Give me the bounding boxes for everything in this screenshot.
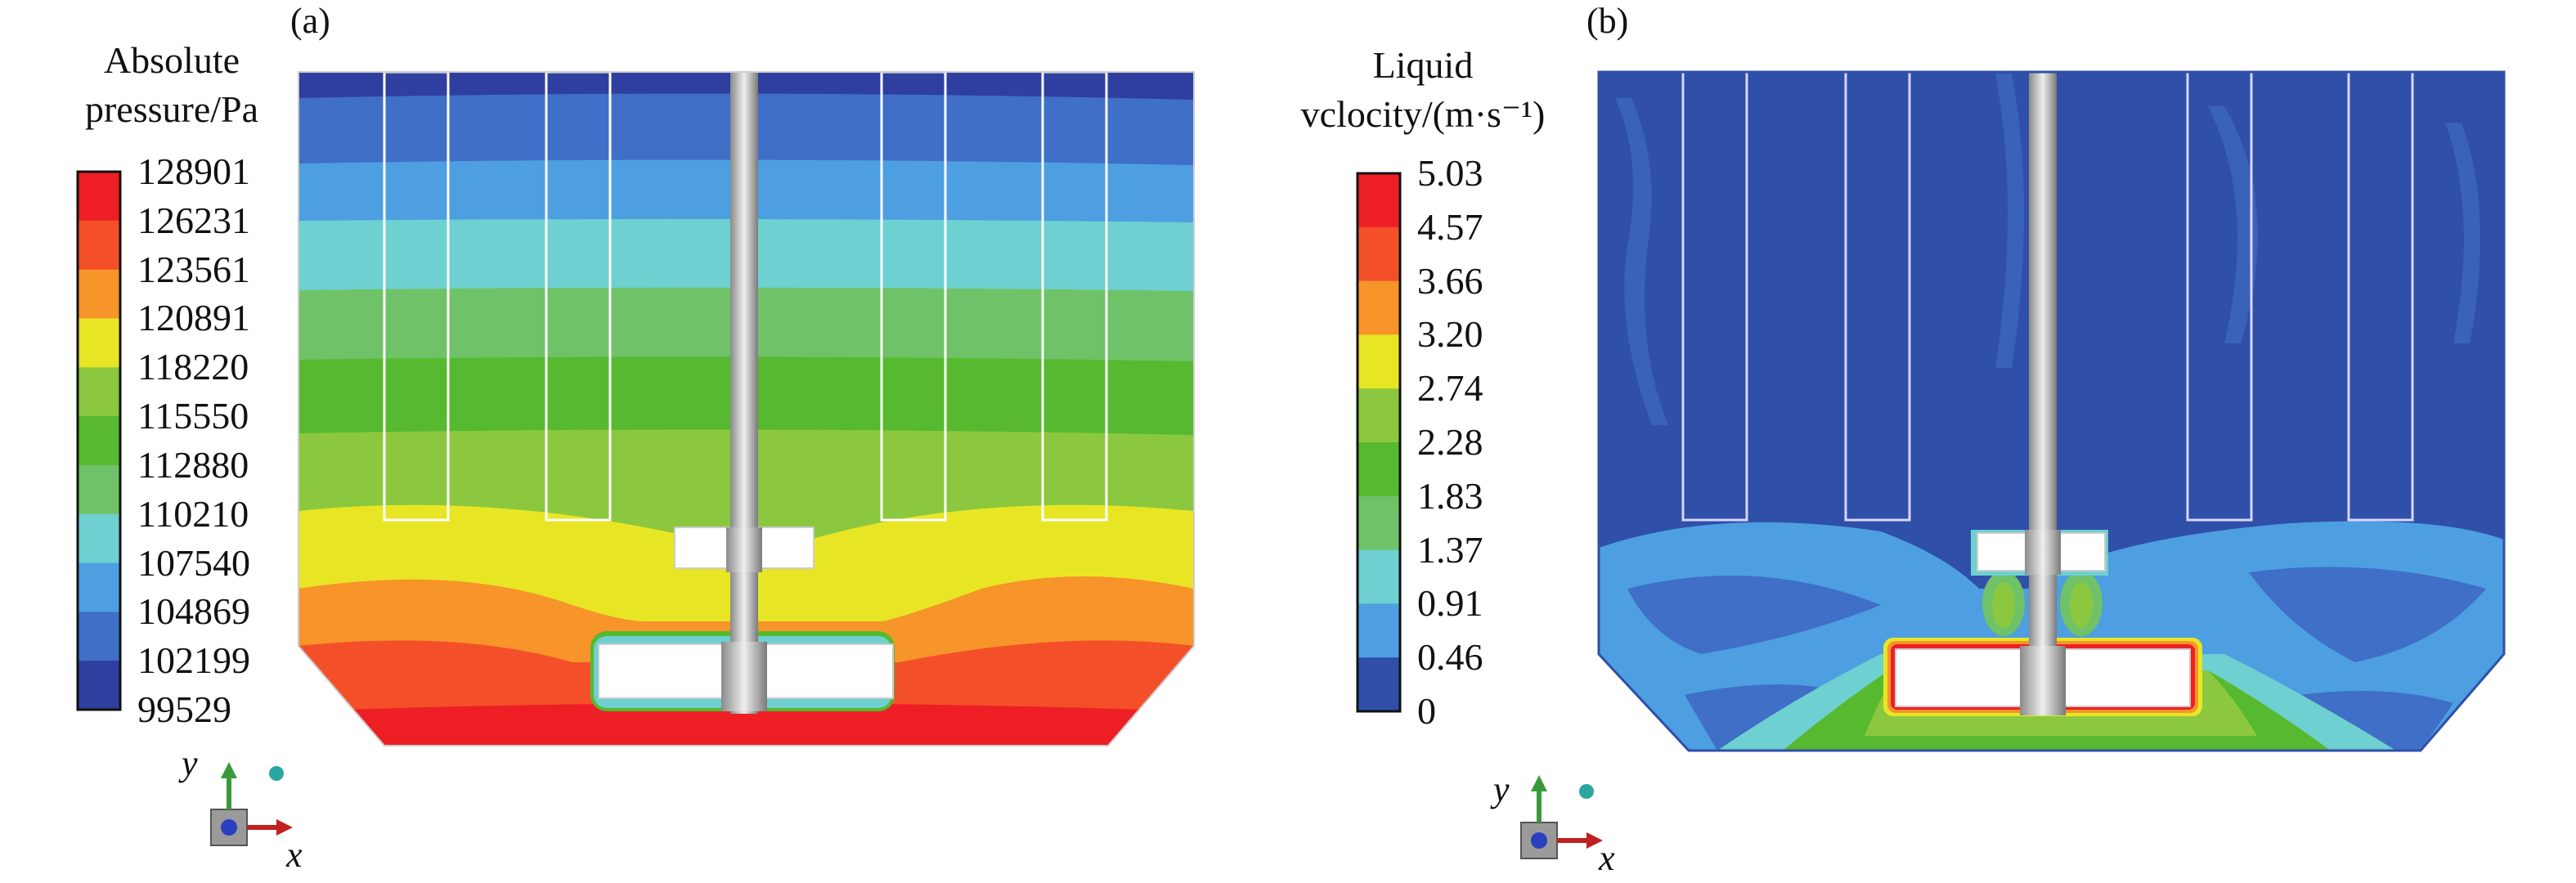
- legend-swatch: [78, 612, 120, 661]
- legend-tick-label: 3.66: [1417, 259, 1483, 302]
- legend-swatch: [1358, 226, 1400, 282]
- velocity-legend-title-line2: vclocity/(m·s⁻¹): [1300, 93, 1546, 135]
- legend-tick-label: 1.37: [1417, 528, 1483, 571]
- legend-swatch: [1358, 280, 1400, 335]
- axis-x-label-b: x: [1599, 838, 1615, 878]
- baffle-right-1: [880, 72, 947, 522]
- legend-tick-label: 102199: [137, 639, 250, 682]
- velocity-color-bar: [1356, 172, 1402, 713]
- legend-swatch: [78, 318, 120, 368]
- pressure-legend-title-line1: Absolute: [103, 39, 240, 81]
- legend-tick-label: 107540: [137, 541, 250, 584]
- legend-tick-label: 110210: [137, 492, 249, 535]
- panel-b-label: (b): [1586, 1, 1629, 41]
- legend-tick-label: 128901: [137, 150, 250, 192]
- legend-swatch: [78, 269, 120, 319]
- legend-tick-label: 99529: [137, 688, 231, 730]
- legend-tick-label: 0.46: [1417, 636, 1483, 679]
- legend-swatch: [78, 367, 120, 417]
- axis-y-label-a: y: [182, 743, 198, 783]
- velocity-legend-title-line1: Liquid: [1372, 44, 1474, 86]
- baffle-left-1: [383, 72, 450, 522]
- legend-swatch: [78, 464, 120, 515]
- legend-swatch: [1358, 657, 1400, 712]
- legend-swatch: [1358, 334, 1400, 389]
- shaft-a: [730, 72, 758, 714]
- pressure-legend-title-line2: pressure/Pa: [84, 88, 259, 130]
- legend-swatch: [1358, 388, 1400, 443]
- legend-tick-label: 2.28: [1417, 421, 1483, 463]
- velocity-legend-title: Liquid vclocity/(m·s⁻¹): [1259, 41, 1586, 139]
- panel-a-label: (a): [290, 1, 330, 41]
- pressure-color-bar: [76, 170, 122, 711]
- legend-tick-label: 1.83: [1417, 474, 1483, 517]
- legend-swatch: [78, 416, 120, 466]
- baffle-right-2: [1041, 72, 1108, 522]
- baffle-left-2: [545, 72, 612, 522]
- legend-tick-label: 115550: [137, 395, 249, 437]
- legend-swatch: [78, 172, 120, 222]
- legend-tick-label: 5.03: [1417, 152, 1483, 194]
- legend-swatch: [78, 513, 120, 564]
- legend-tick-label: 126231: [137, 199, 250, 241]
- legend-swatch: [78, 220, 120, 271]
- legend-tick-label: 118220: [137, 346, 249, 388]
- legend-swatch: [1358, 495, 1400, 551]
- legend-tick-label: 2.74: [1417, 367, 1483, 410]
- axis-x-label-a: x: [286, 835, 303, 875]
- legend-swatch: [1358, 442, 1400, 497]
- shaft-b: [2029, 72, 2057, 714]
- legend-swatch: [1358, 173, 1400, 228]
- pressure-band-128901: [298, 703, 1194, 746]
- baffle-b-right-2: [2347, 72, 2414, 522]
- legend-swatch: [1358, 549, 1400, 604]
- baffle-b-left-2: [1844, 72, 1911, 522]
- legend-swatch: [78, 661, 120, 710]
- legend-tick-label: 0: [1417, 690, 1436, 732]
- axis-triad-b: [1520, 775, 1603, 859]
- legend-tick-label: 120891: [137, 297, 250, 339]
- axis-triad-a: [210, 762, 293, 846]
- baffle-b-left-1: [1681, 72, 1748, 522]
- legend-tick-label: 3.20: [1417, 313, 1483, 356]
- pressure-legend-title: Absolute pressure/Pa: [49, 36, 294, 134]
- legend-tick-label: 0.91: [1417, 582, 1483, 625]
- legend-tick-label: 104869: [137, 590, 250, 633]
- legend-tick-label: 123561: [137, 248, 250, 290]
- legend-swatch: [1358, 603, 1400, 658]
- axis-y-label-b: y: [1493, 769, 1510, 809]
- legend-tick-label: 4.57: [1417, 205, 1483, 248]
- legend-swatch: [78, 563, 120, 612]
- baffle-b-right-1: [2186, 72, 2253, 522]
- legend-tick-label: 112880: [137, 443, 249, 486]
